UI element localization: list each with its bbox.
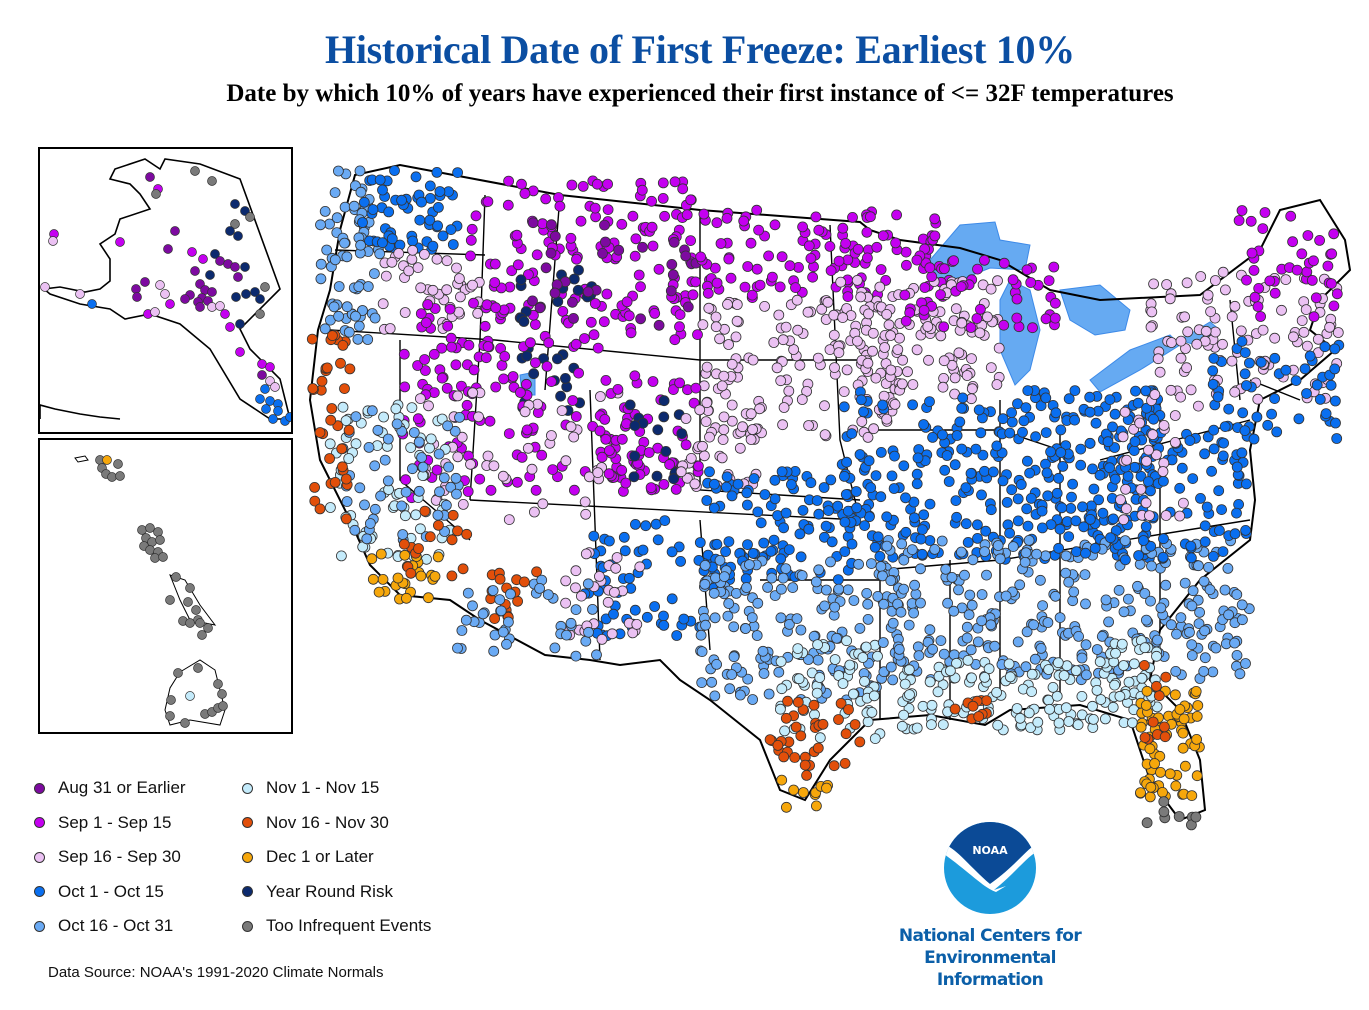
org-line-1: National Centers for bbox=[898, 926, 1082, 946]
legend-swatch-icon bbox=[34, 886, 45, 897]
legend-swatch-icon bbox=[242, 782, 253, 794]
ncei-wordmark: National Centers for Environmental Infor… bbox=[890, 925, 1090, 991]
alaska-outline bbox=[40, 158, 291, 420]
legend-swatch-icon bbox=[242, 817, 253, 828]
legend-swatch-icon bbox=[242, 920, 253, 932]
legend-swatch-icon bbox=[242, 886, 253, 897]
legend-item: Year Round Risk bbox=[242, 882, 393, 902]
hawaii-inset-map bbox=[38, 438, 293, 734]
legend-item: Sep 1 - Sep 15 bbox=[34, 813, 171, 833]
hawaii-station-dots bbox=[95, 455, 228, 728]
legend-item: Nov 16 - Nov 30 bbox=[242, 813, 389, 833]
legend-item: Dec 1 or Later bbox=[242, 847, 374, 867]
legend-swatch-icon bbox=[242, 851, 253, 863]
alaska-inset-map bbox=[38, 147, 293, 434]
map-subtitle: Date by which 10% of years have experien… bbox=[226, 80, 1174, 107]
data-source-note: Data Source: NOAA's 1991-2020 Climate No… bbox=[48, 964, 384, 981]
legend-label: Year Round Risk bbox=[266, 881, 393, 901]
legend-label: Sep 1 - Sep 15 bbox=[58, 812, 172, 832]
alaska-station-dots bbox=[40, 166, 291, 426]
org-line-2: Environmental bbox=[924, 948, 1056, 968]
legend-label: Too Infrequent Events bbox=[266, 916, 432, 935]
legend-label: Sep 16 - Sep 30 bbox=[58, 847, 181, 866]
legend-item: Too Infrequent Events bbox=[242, 916, 431, 936]
legend-item: Oct 16 - Oct 31 bbox=[34, 916, 173, 936]
legend-label: Nov 1 - Nov 15 bbox=[266, 778, 380, 797]
legend-swatch-icon bbox=[34, 782, 45, 794]
legend-item: Oct 1 - Oct 15 bbox=[34, 882, 164, 902]
station-dots bbox=[306, 165, 1345, 831]
legend-swatch-icon bbox=[34, 851, 45, 863]
legend-label: Nov 16 - Nov 30 bbox=[266, 812, 389, 832]
legend-item: Sep 16 - Sep 30 bbox=[34, 847, 181, 867]
legend-item: Aug 31 or Earlier bbox=[34, 778, 186, 798]
map-title: Historical Date of First Freeze: Earlies… bbox=[325, 27, 1075, 72]
conus-map bbox=[306, 163, 1352, 831]
legend-label: Dec 1 or Later bbox=[266, 847, 374, 866]
legend-swatch-icon bbox=[34, 920, 45, 932]
svg-text:NOAA: NOAA bbox=[972, 844, 1008, 857]
legend-swatch-icon bbox=[34, 817, 45, 828]
org-line-3: Information bbox=[936, 970, 1044, 990]
noaa-logo-icon: NOAA bbox=[944, 822, 1036, 914]
legend-label: Oct 1 - Oct 15 bbox=[58, 881, 164, 901]
legend-label: Aug 31 or Earlier bbox=[58, 778, 186, 797]
legend-item: Nov 1 - Nov 15 bbox=[242, 778, 379, 798]
legend-label: Oct 16 - Oct 31 bbox=[58, 916, 174, 935]
